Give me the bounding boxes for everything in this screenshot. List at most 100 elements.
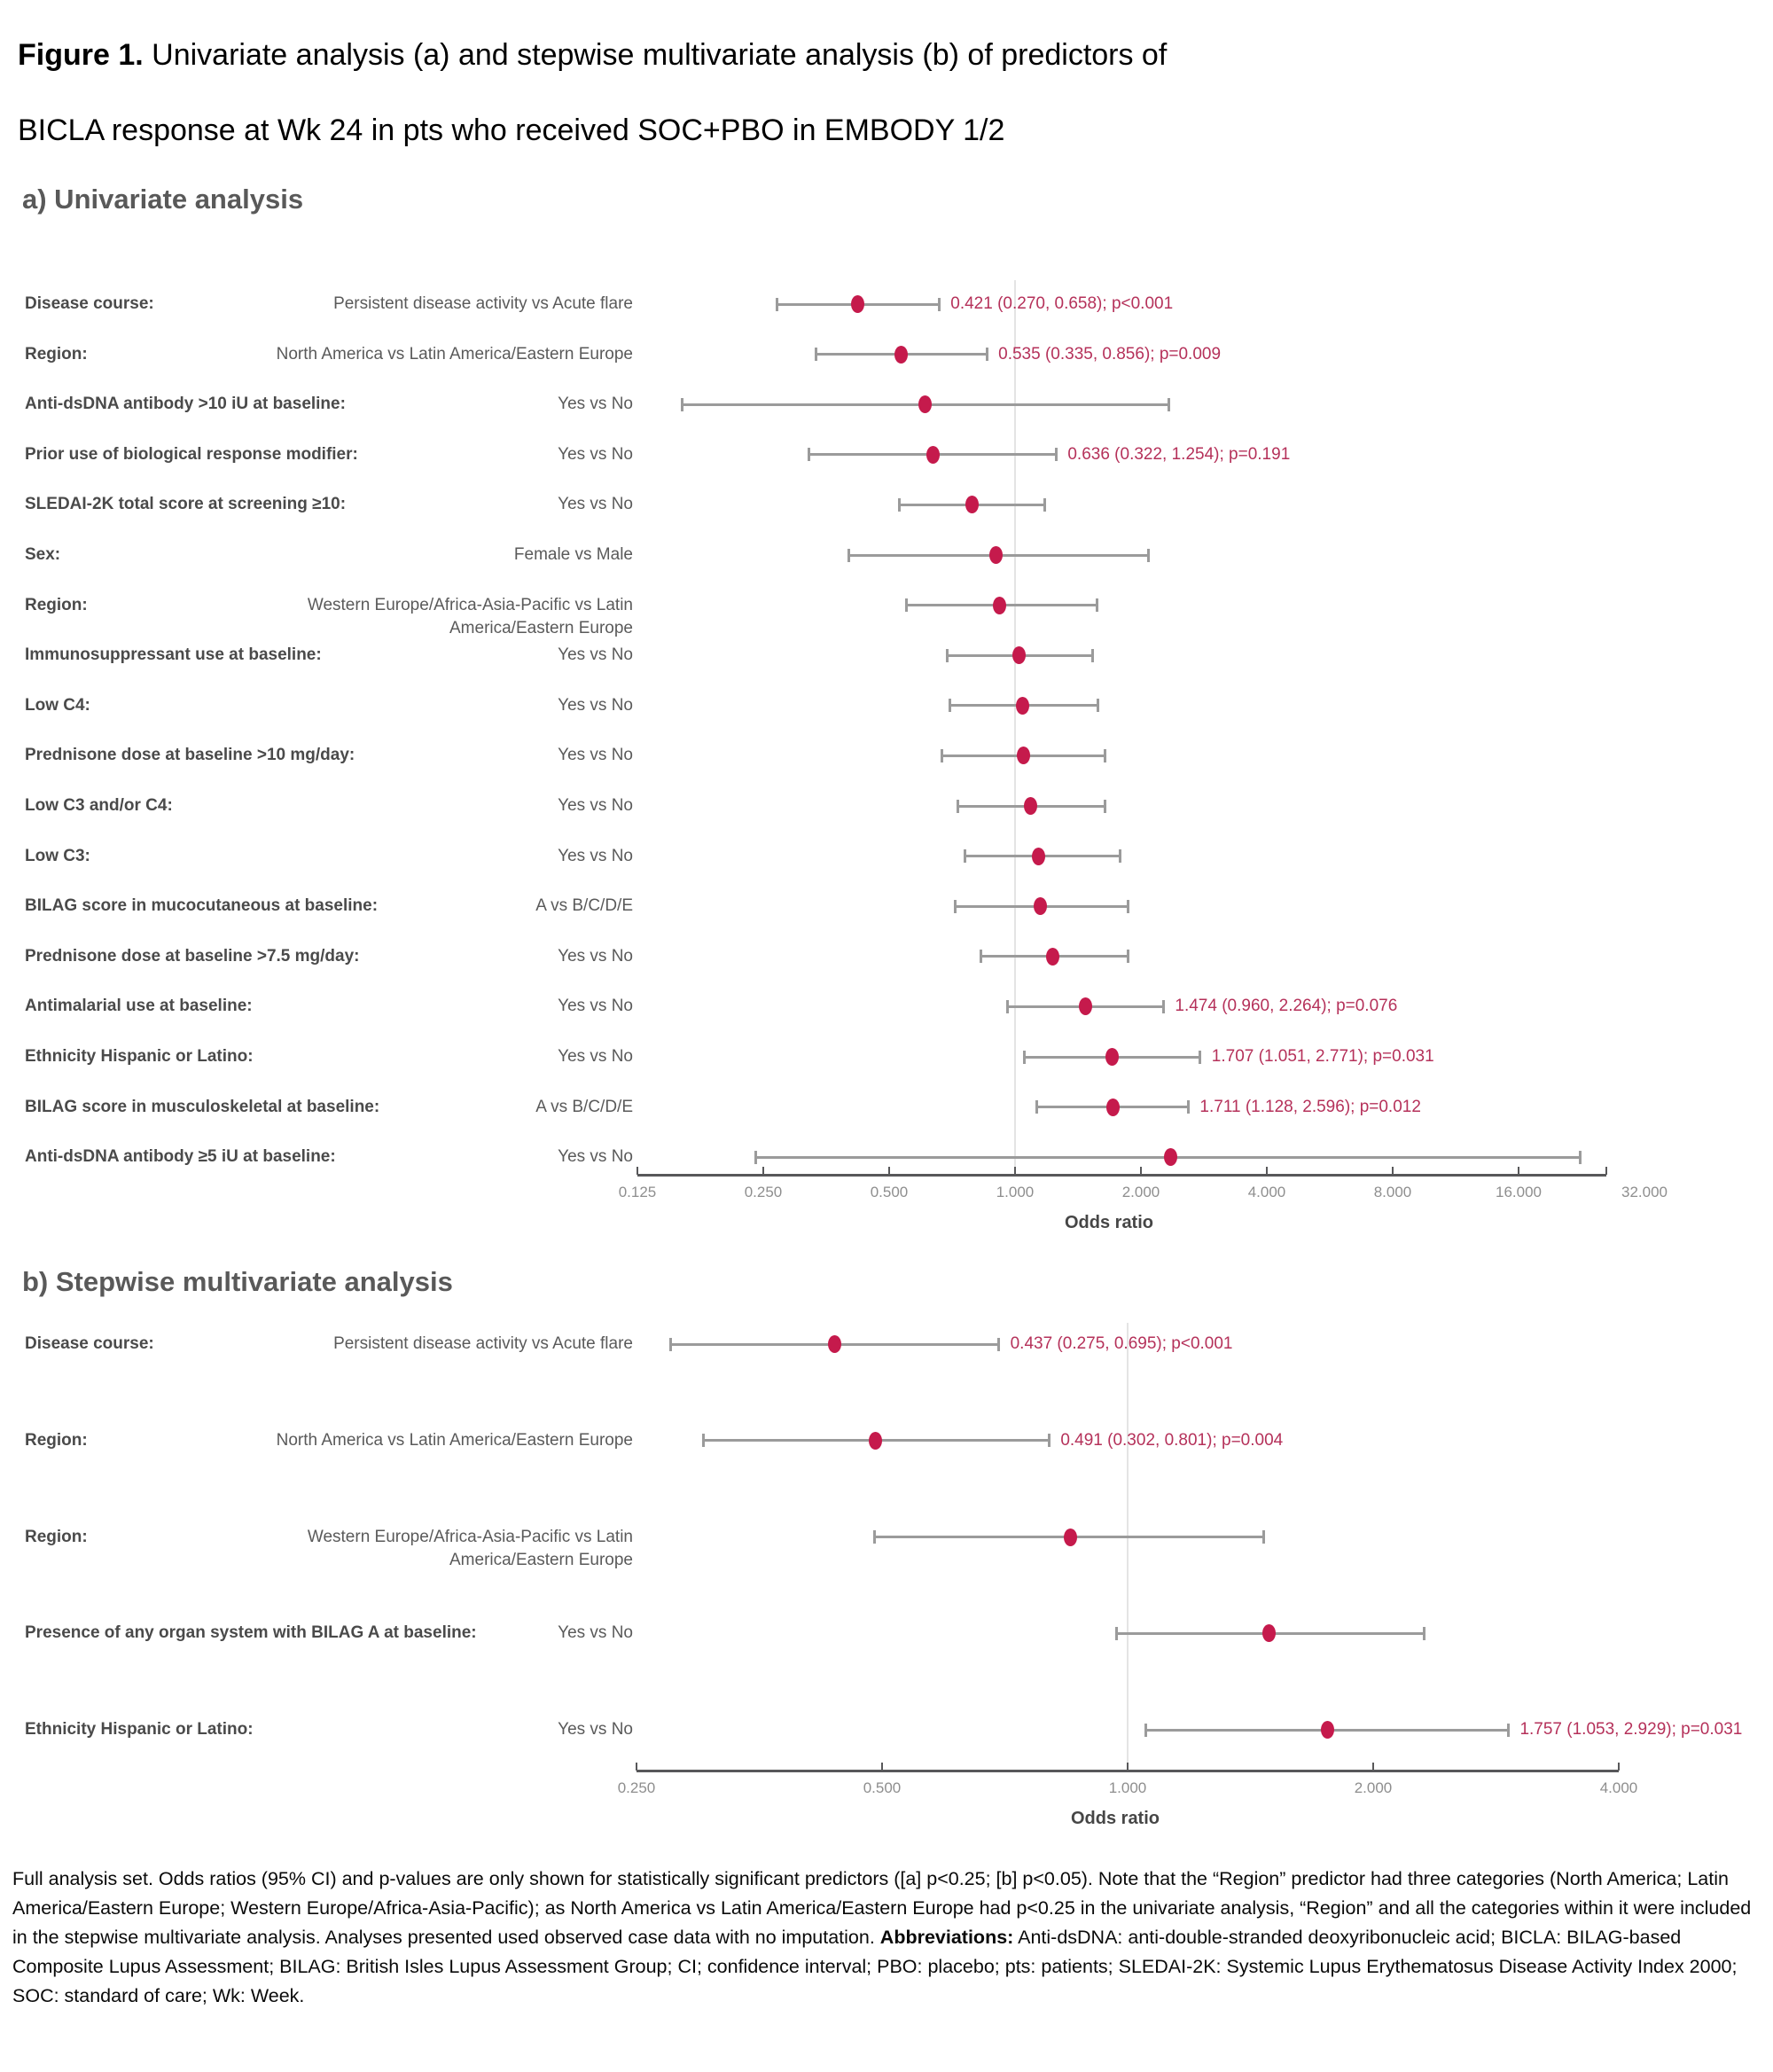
ci-cap-left xyxy=(815,348,818,362)
contrast-line: America/Eastern Europe xyxy=(449,1550,633,1569)
contrast-line: Yes vs No xyxy=(558,846,633,865)
x-axis-tick xyxy=(762,1167,764,1175)
predictor-label: Prior use of biological response modifie… xyxy=(25,444,358,464)
contrast-line: Persistent disease activity vs Acute fla… xyxy=(333,1334,633,1353)
reference-line xyxy=(1127,1323,1129,1771)
contrast-label: Yes vs No xyxy=(195,1045,633,1068)
figure-footnote: Full analysis set. Odds ratios (95% CI) … xyxy=(12,1865,1762,2011)
figure-number: Figure 1. xyxy=(18,38,144,72)
contrast-line: A vs B/C/D/E xyxy=(535,1097,633,1116)
contrast-line: Yes vs No xyxy=(558,695,633,715)
contrast-label: Yes vs No xyxy=(195,694,633,717)
contrast-label: Yes vs No xyxy=(195,644,633,667)
predictor-label: Disease course: xyxy=(25,1334,154,1353)
contrast-label: Western Europe/Africa-Asia-Pacific vs La… xyxy=(195,1526,633,1572)
contrast-label: North America vs Latin America/Eastern E… xyxy=(195,1429,633,1452)
or-point xyxy=(1034,897,1048,916)
or-point xyxy=(869,1431,883,1450)
predictor-label: Region: xyxy=(25,1527,88,1546)
contrast-line: Female vs Male xyxy=(513,545,633,564)
contrast-line: Persistent disease activity vs Acute fla… xyxy=(333,294,633,313)
or-point xyxy=(1011,646,1026,665)
x-axis-tick-label: 0.250 xyxy=(744,1184,783,1200)
ci-cap-right xyxy=(1126,899,1129,913)
ci-cap-left xyxy=(1006,999,1010,1013)
or-annotation: 0.421 (0.270, 0.658); p<0.001 xyxy=(950,294,1174,313)
contrast-line: North America vs Latin America/Eastern E… xyxy=(276,344,633,364)
or-point xyxy=(988,546,1003,564)
contrast-label: Persistent disease activity vs Acute fla… xyxy=(195,293,633,316)
predictor-label: Low C3 and/or C4: xyxy=(25,796,173,815)
or-annotation: 0.437 (0.275, 0.695); p<0.001 xyxy=(1010,1334,1233,1353)
or-point xyxy=(1320,1721,1334,1740)
ci-cap-right xyxy=(1126,950,1129,964)
contrast-line: Yes vs No xyxy=(558,796,633,815)
x-axis-tick xyxy=(1372,1763,1374,1771)
ci-cap-left xyxy=(941,748,944,762)
or-point xyxy=(1024,797,1038,815)
ci-cap-right xyxy=(1146,548,1150,562)
or-annotation: 0.491 (0.302, 0.801); p=0.004 xyxy=(1060,1430,1284,1450)
figure-title: Figure 1. Univariate analysis (a) and st… xyxy=(18,18,1578,168)
or-point xyxy=(827,1335,841,1353)
ci-cap-left xyxy=(949,699,952,713)
predictor-label: Presence of any organ system with BILAG … xyxy=(25,1623,477,1643)
reference-line xyxy=(1014,280,1016,1175)
or-annotation: 0.636 (0.322, 1.254); p=0.191 xyxy=(1067,444,1291,464)
contrast-line: Yes vs No xyxy=(558,946,633,966)
predictor-label: Prednisone dose at baseline >10 mg/day: xyxy=(25,746,355,765)
or-point xyxy=(1045,947,1059,966)
or-point xyxy=(1015,696,1029,715)
ci-cap-right xyxy=(1047,1434,1051,1448)
x-axis-tick xyxy=(1618,1763,1620,1771)
contrast-line: America/Eastern Europe xyxy=(449,618,633,637)
ci-cap-left xyxy=(754,1150,758,1164)
ci-cap-left xyxy=(1035,1100,1039,1114)
ci-cap-left xyxy=(847,548,850,562)
x-axis-tick xyxy=(1140,1167,1142,1175)
contrast-line: North America vs Latin America/Eastern E… xyxy=(276,1430,633,1450)
contrast-line: Yes vs No xyxy=(558,1720,633,1740)
or-point xyxy=(851,295,865,313)
x-axis-line xyxy=(637,1770,1619,1772)
x-axis-tick-label: 16.000 xyxy=(1496,1184,1542,1200)
or-point xyxy=(1078,997,1092,1016)
or-point xyxy=(1032,847,1046,865)
ci-cap-right xyxy=(1118,849,1121,864)
x-axis-tick xyxy=(1127,1763,1129,1771)
contrast-label: A vs B/C/D/E xyxy=(195,1096,633,1119)
or-point xyxy=(894,345,909,364)
or-annotation: 0.535 (0.335, 0.856); p=0.009 xyxy=(998,344,1222,364)
contrast-label: Yes vs No xyxy=(195,845,633,868)
or-annotation: 1.757 (1.053, 2.929); p=0.031 xyxy=(1519,1720,1743,1740)
or-point xyxy=(926,445,940,464)
contrast-line: Yes vs No xyxy=(558,1047,633,1066)
contrast-label: Yes vs No xyxy=(195,1145,633,1169)
predictor-label: Prednisone dose at baseline >7.5 mg/day: xyxy=(25,946,360,966)
contrast-line: Yes vs No xyxy=(558,1147,633,1167)
ci-cap-left xyxy=(1144,1723,1148,1737)
or-point xyxy=(993,596,1007,614)
ci-cap-left xyxy=(702,1434,706,1448)
x-axis-tick-label: 8.000 xyxy=(1373,1184,1412,1200)
predictor-label: Low C3: xyxy=(25,846,90,865)
or-annotation: 1.711 (1.128, 2.596); p=0.012 xyxy=(1199,1097,1421,1116)
ci-cap-left xyxy=(957,799,960,813)
contrast-line: Yes vs No xyxy=(558,746,633,765)
figure-title-text: Univariate analysis (a) and stepwise mul… xyxy=(143,38,1168,72)
x-axis-tick-label: 32.000 xyxy=(1621,1184,1668,1200)
x-axis-tick-label: 0.500 xyxy=(863,1779,902,1796)
contrast-label: A vs B/C/D/E xyxy=(195,895,633,918)
x-axis-tick xyxy=(637,1167,638,1175)
predictor-label: Anti-dsDNA antibody ≥5 iU at baseline: xyxy=(25,1147,336,1167)
x-axis-tick-label: 4.000 xyxy=(1247,1184,1286,1200)
or-point xyxy=(1163,1148,1177,1167)
contrast-label: Yes vs No xyxy=(195,1622,633,1645)
contrast-label: North America vs Latin America/Eastern E… xyxy=(195,343,633,366)
contrast-line: Yes vs No xyxy=(558,444,633,464)
contrast-label: Yes vs No xyxy=(195,945,633,968)
contrast-label: Yes vs No xyxy=(195,794,633,817)
figure-title-line1: Figure 1. Univariate analysis (a) and st… xyxy=(18,18,1578,93)
x-axis-title: Odds ratio xyxy=(1064,1213,1153,1232)
